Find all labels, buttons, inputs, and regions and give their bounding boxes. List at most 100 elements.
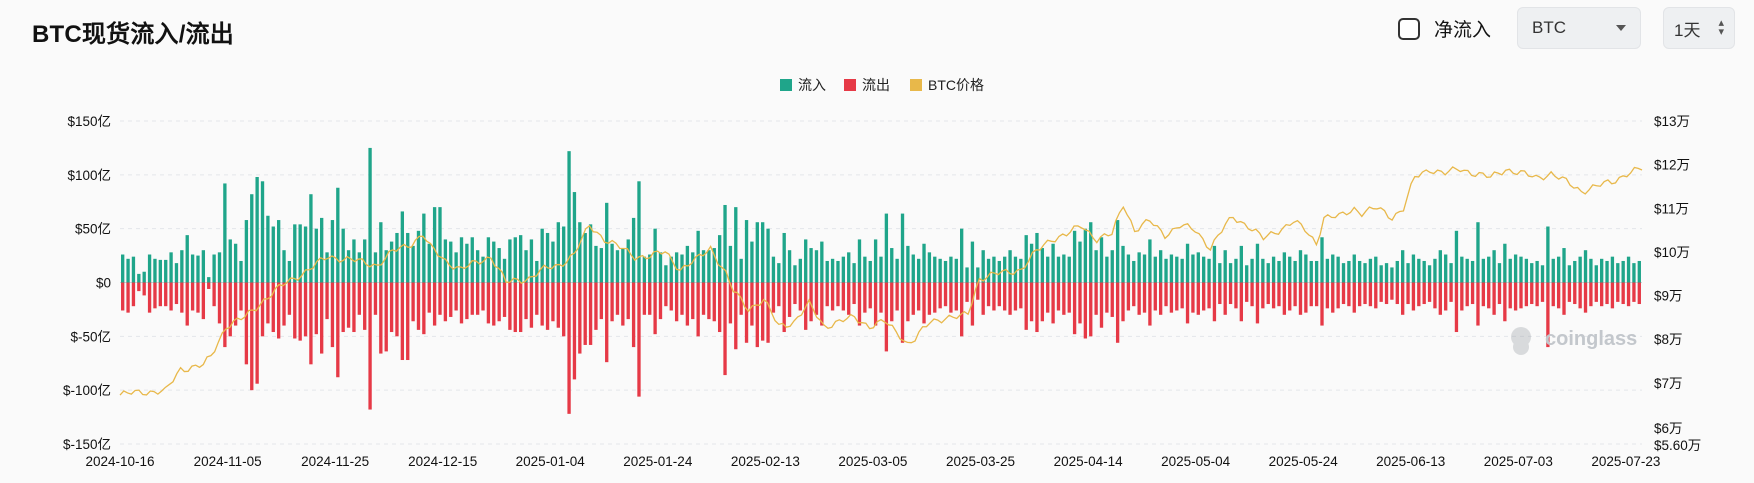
inflow-bar	[153, 258, 157, 283]
outflow-bar	[782, 282, 786, 333]
inflow-bar	[712, 248, 716, 283]
outflow-bar	[594, 282, 598, 330]
outflow-bar	[728, 282, 733, 324]
outflow-bar	[1368, 282, 1373, 307]
inflow-bar	[642, 256, 647, 283]
inflow-bar	[228, 239, 232, 283]
inflow-bar	[787, 250, 792, 283]
outflow-bar	[121, 282, 125, 311]
outflow-bar	[825, 282, 829, 307]
inflow-bar	[1476, 222, 1480, 283]
outflow-bar	[1158, 282, 1163, 315]
inflow-bar	[1067, 256, 1071, 283]
inflow-bar	[1632, 263, 1636, 283]
inflow-bar	[562, 226, 566, 283]
outflow-bar	[1594, 282, 1598, 302]
inflow-bar	[631, 217, 636, 283]
inflow-bar	[363, 239, 367, 283]
inflow-bar	[1551, 258, 1555, 283]
y-right-tick-label: $9万	[1654, 289, 1683, 304]
inflow-bar	[750, 241, 754, 283]
outflow-bar	[680, 282, 684, 315]
outflow-bar	[943, 282, 948, 307]
outflow-bar	[1503, 282, 1507, 322]
inflow-bar	[911, 254, 915, 283]
outflow-bar	[1309, 282, 1313, 307]
inflow-bar	[1605, 260, 1609, 283]
inflow-bar	[1164, 258, 1168, 283]
inflow-bar	[1519, 256, 1523, 283]
outflow-bar	[266, 282, 270, 324]
inflow-bar	[922, 243, 926, 283]
outflow-bar	[497, 282, 501, 322]
outflow-bar	[798, 282, 802, 311]
outflow-bar	[1605, 282, 1609, 305]
inflow-bar	[1180, 258, 1184, 283]
outflow-bar	[1099, 282, 1104, 328]
outflow-bar	[1003, 282, 1007, 311]
net-inflow-checkbox[interactable]	[1398, 17, 1420, 40]
inflow-bar	[1078, 241, 1082, 283]
x-tick-label: 2024-12-15	[408, 454, 477, 469]
inflow-bar	[131, 256, 136, 283]
inflow-bar	[1357, 260, 1362, 283]
net-inflow-toggle[interactable]: 净流入	[1398, 15, 1491, 42]
inflow-bar	[325, 252, 329, 283]
inflow-bar	[529, 239, 534, 283]
outflow-bar	[212, 282, 216, 307]
inflow-bar	[691, 252, 695, 283]
inflow-bar	[1573, 260, 1577, 283]
outflow-bar	[1395, 282, 1399, 305]
inflow-bar	[1132, 260, 1136, 283]
inflow-bar	[357, 252, 361, 283]
inflow-bar	[389, 241, 394, 283]
outflow-bar	[1207, 282, 1211, 309]
outflow-bar	[1046, 282, 1050, 313]
inflow-bar	[1621, 260, 1625, 283]
x-tick-label: 2025-02-13	[731, 454, 800, 469]
inflow-bar	[906, 245, 910, 283]
inflow-bar	[406, 232, 410, 283]
inflow-bar	[255, 176, 259, 283]
inflow-bar	[1363, 263, 1367, 283]
inflow-bar	[1449, 263, 1453, 283]
inflow-bar	[1401, 250, 1405, 283]
outflow-bar	[432, 282, 437, 326]
inflow-bar	[1040, 248, 1045, 283]
outflow-bar	[454, 282, 458, 311]
inflow-bar	[1110, 250, 1114, 283]
outflow-bar	[1444, 282, 1448, 311]
outflow-bar	[1078, 282, 1082, 324]
outflow-bar	[567, 282, 571, 414]
outflow-bar	[1019, 282, 1023, 309]
inflow-bar	[1314, 260, 1319, 283]
inflow-bar	[346, 250, 351, 283]
inflow-bar	[1218, 263, 1222, 283]
inflow-bar	[836, 260, 840, 283]
coin-select[interactable]: BTC	[1517, 7, 1641, 49]
inflow-bar	[777, 263, 781, 283]
inflow-bar	[1024, 235, 1028, 283]
inflow-bar	[416, 230, 421, 283]
inflow-bar	[572, 192, 577, 283]
inflow-bar	[1535, 260, 1539, 283]
period-select[interactable]: 1天 ▴ ▾	[1663, 7, 1735, 49]
inflow-bar	[1202, 256, 1206, 283]
inflow-bar	[1148, 239, 1152, 283]
outflow-bar	[712, 282, 716, 322]
inflow-bar	[422, 213, 426, 283]
y-left-tick-label: $-150亿	[63, 437, 111, 452]
inflow-bar	[1142, 254, 1147, 283]
outflow-bar	[707, 282, 711, 320]
inflow-bar	[239, 260, 243, 283]
updown-chevron-icon: ▴ ▾	[1718, 17, 1724, 38]
outflow-bar	[1556, 282, 1561, 309]
inflow-bar	[804, 239, 808, 283]
inflow-bar	[266, 215, 270, 283]
inflow-bar	[1626, 256, 1631, 283]
inflow-bar	[1056, 256, 1061, 283]
outflow-bar	[260, 282, 265, 337]
inflow-bar	[879, 256, 883, 283]
outflow-bar	[357, 282, 361, 315]
outflow-bar	[223, 282, 227, 348]
